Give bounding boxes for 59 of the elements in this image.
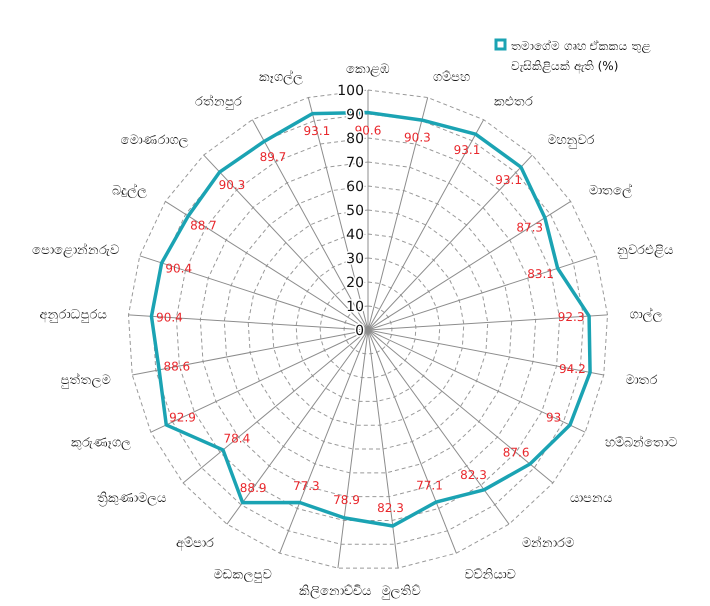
data-label: 90.4: [165, 262, 192, 276]
spoke-label: රත්නපුර: [194, 93, 242, 110]
data-label: 94.2: [559, 362, 586, 376]
spoke-label: පොළොන්නරුව: [32, 242, 119, 258]
data-label: 77.3: [292, 478, 320, 493]
data-label: 90.3: [218, 178, 246, 192]
spoke-label: කළුතර: [494, 94, 534, 110]
legend-label: තමාගේම ගෘහ ඒකකය තුළ වැසිකිළියක් ඇති (%): [511, 39, 650, 74]
data-label: 78.4: [224, 431, 250, 446]
data-label: 88.6: [163, 359, 190, 374]
data-label: 93.1: [454, 142, 480, 157]
spoke-label: මඩකලපුව: [214, 568, 272, 583]
spoke-label: මාතලේ: [589, 182, 632, 199]
y-tick-label: 20: [346, 275, 364, 291]
spoke-label: කිලිනොච්චිය: [299, 584, 372, 599]
data-label: 83.1: [527, 266, 554, 281]
spoke-label: කොළඹ: [346, 62, 390, 77]
data-label: 90.4: [156, 310, 183, 325]
data-label: 82.3: [460, 468, 487, 482]
spoke-label: ත්‍රිකුණාමලය: [97, 491, 166, 506]
spoke-label: මොණරාගල: [120, 133, 189, 148]
data-label: 92.3: [558, 310, 584, 324]
spoke-label: කෑගල්ල: [258, 69, 303, 86]
data-label: 93.1: [304, 124, 330, 138]
y-tick-label: 0: [355, 323, 364, 339]
spoke-label: වව්නියාව: [464, 568, 516, 583]
spoke-label: පුත්තලම: [60, 372, 111, 388]
data-label: 93: [546, 410, 562, 424]
y-tick-label: 100: [337, 83, 364, 99]
data-label: 88.7: [190, 218, 217, 233]
spoke-label: මාතර: [625, 373, 658, 388]
spoke-label: මුලතිව්: [381, 584, 420, 599]
spoke-label: කුරුණෑගල: [70, 436, 131, 451]
data-label: 93.1: [495, 173, 522, 188]
data-label: 77.1: [416, 478, 443, 492]
spoke-label: ගාල්ල: [629, 306, 662, 323]
y-tick-label: 60: [346, 179, 364, 195]
spoke-label: නුවරඑළිය: [617, 243, 674, 258]
data-label: 82.3: [377, 501, 404, 516]
data-label: 89.7: [260, 150, 286, 164]
spoke-label: ගම්පහ: [433, 70, 470, 86]
spoke-label: හම්බන්තොට: [605, 434, 678, 451]
spoke-label: මන්නාරම: [522, 534, 574, 551]
data-label: 87.3: [516, 220, 544, 234]
y-tick-label: 40: [346, 227, 364, 243]
spoke-label: අනුරාධපුරය: [40, 308, 107, 323]
data-label: 88.9: [240, 481, 267, 496]
y-tick-label: 70: [346, 155, 364, 171]
data-label: 90.3: [404, 130, 431, 145]
y-tick-label: 30: [346, 251, 364, 267]
spoke-label: බදුල්ල: [112, 182, 147, 199]
y-tick-label: 50: [346, 203, 364, 219]
spoke-label: මහනුවර: [547, 133, 594, 148]
data-label: 78.9: [333, 493, 360, 508]
data-label: 87.6: [502, 446, 530, 460]
y-tick-label: 10: [346, 299, 364, 315]
spoke-label: අම්පාර: [176, 536, 214, 551]
spoke-label: යාපනය: [570, 491, 612, 506]
data-label: 92.9: [169, 410, 196, 424]
